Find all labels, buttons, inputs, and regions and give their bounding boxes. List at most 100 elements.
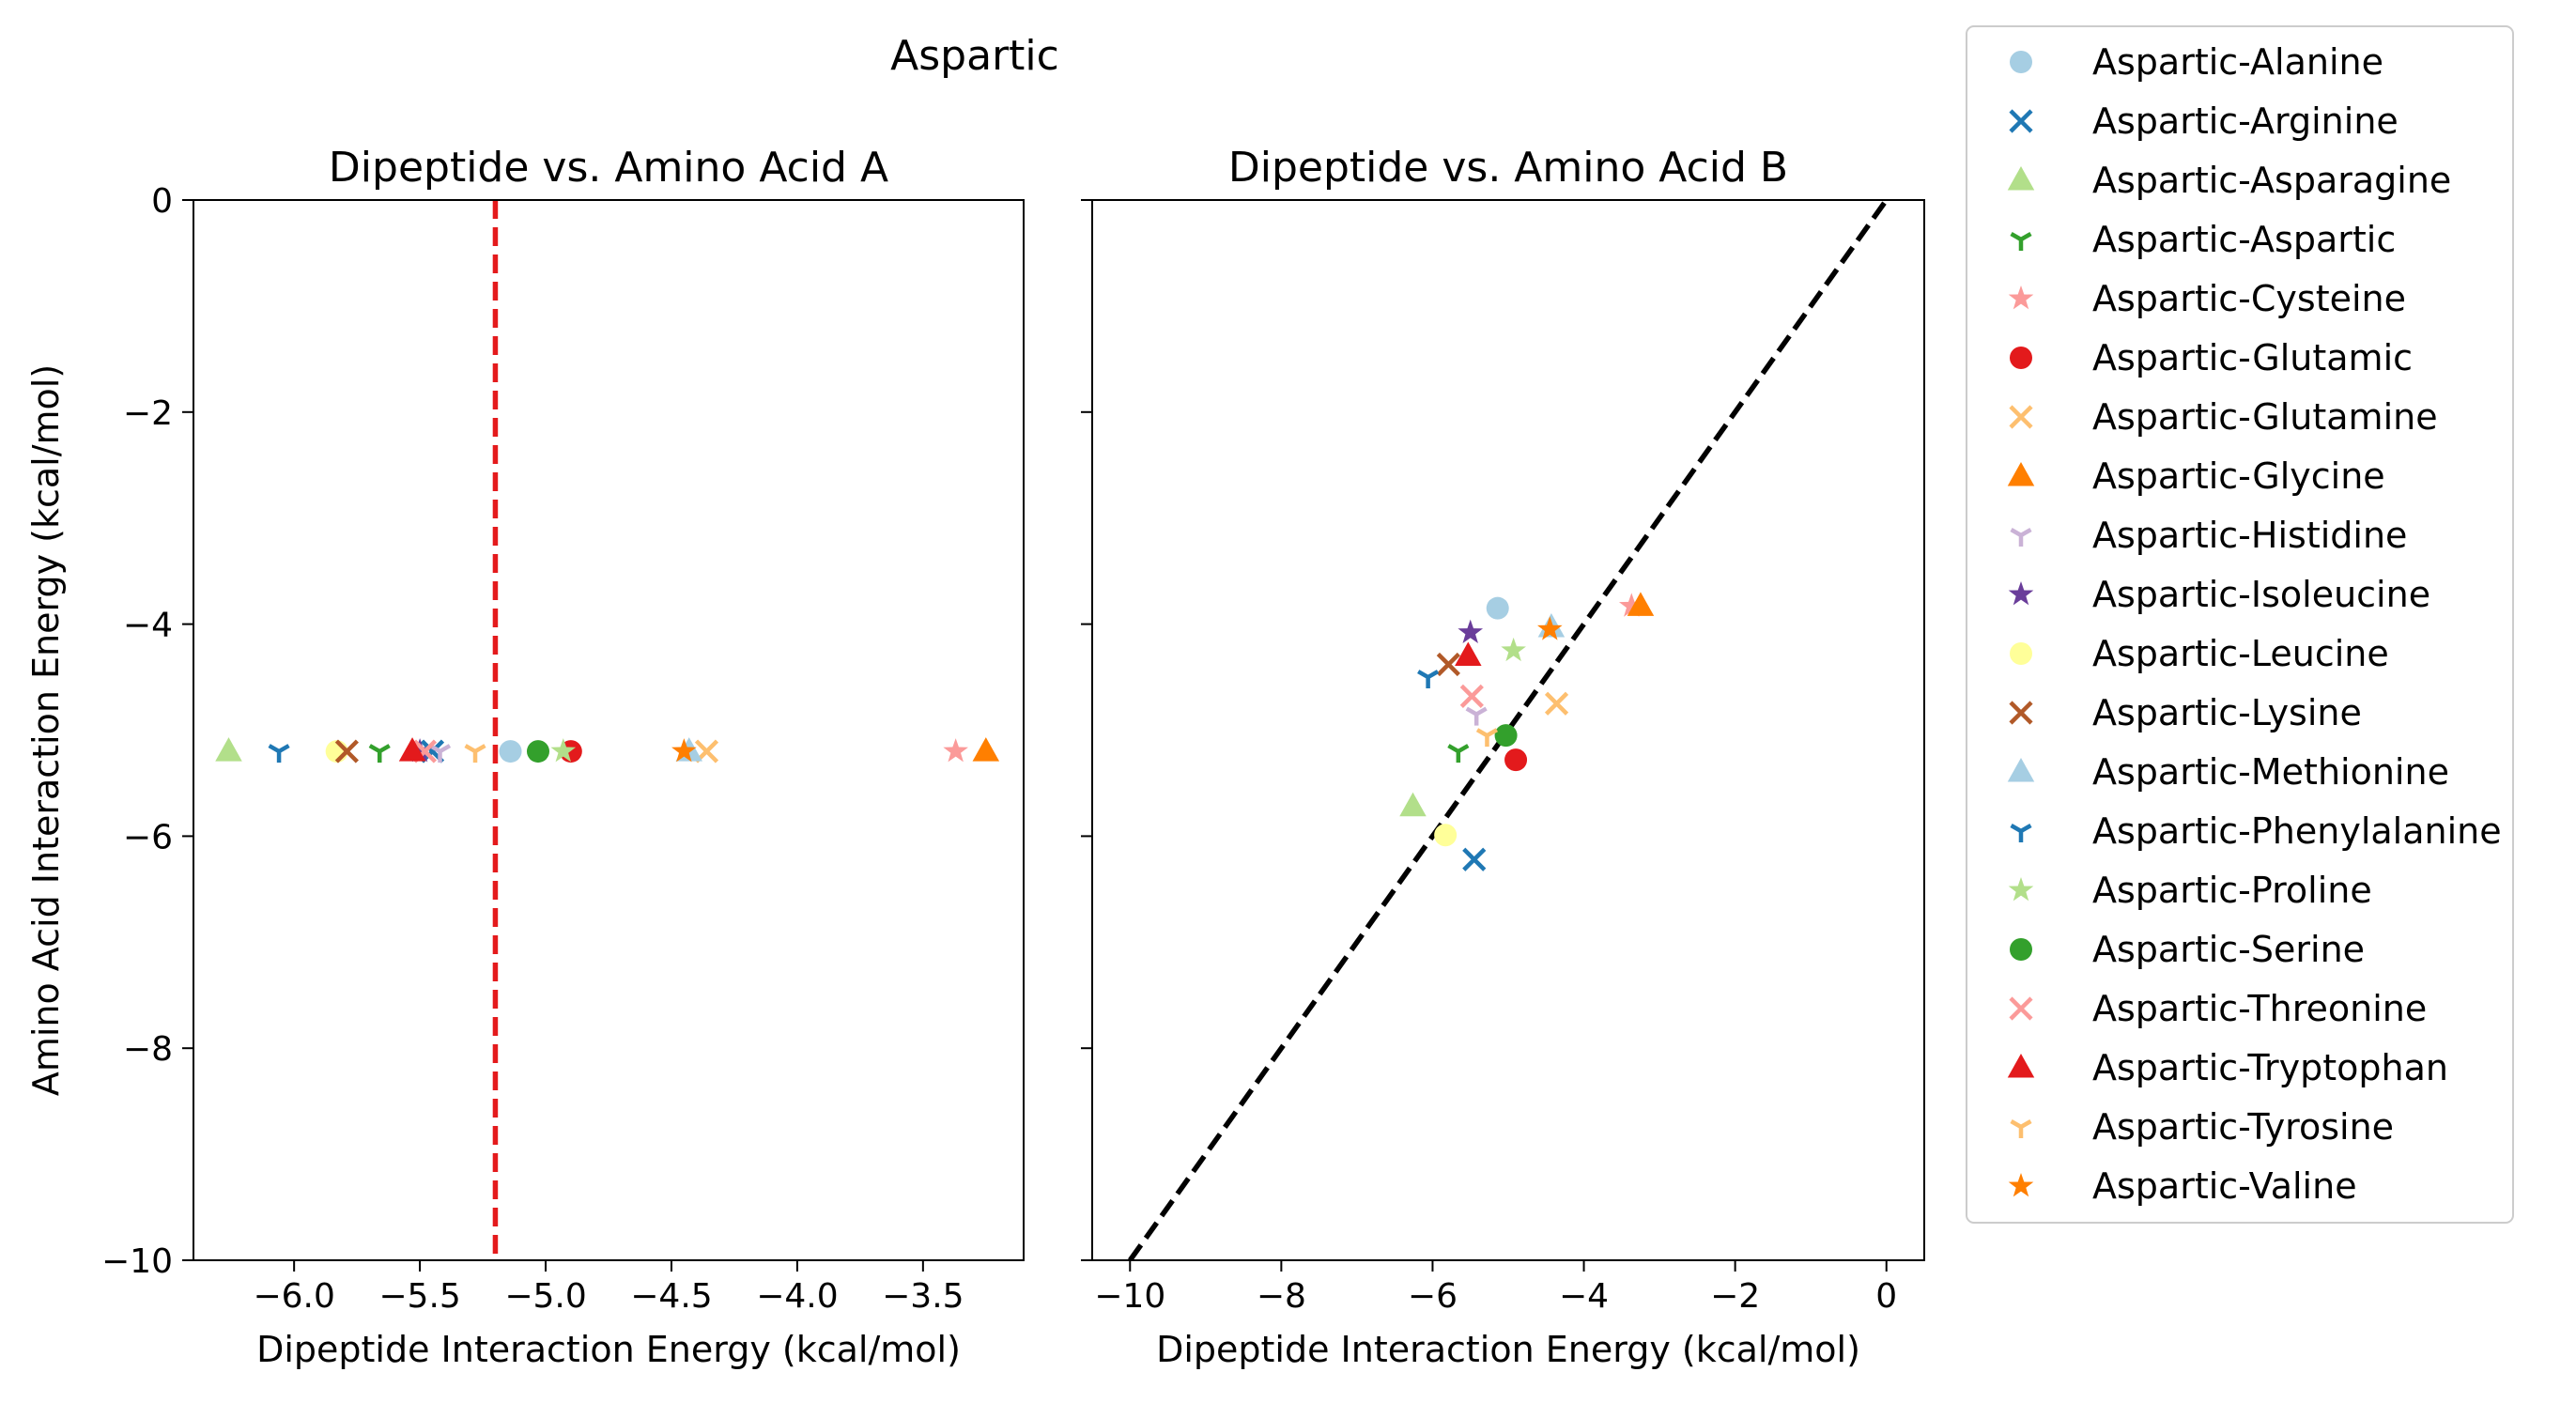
chart-panels: Dipeptide vs. Amino Acid A −6.0 −5.5 −5.0 −4…: [25, 144, 1925, 1370]
legend-marker: [2009, 109, 2033, 133]
x-axis-label: Dipeptide Interaction Energy (kcal/mol): [256, 1329, 961, 1370]
x-tick-label: −4.0: [756, 1277, 838, 1316]
legend-label: Aspartic-Glycine: [2092, 455, 2385, 497]
legend-marker: [2008, 581, 2034, 606]
legend-label: Aspartic-Glutamine: [2092, 396, 2438, 438]
data-point-aspartic-cysteine: [1618, 593, 1644, 617]
legend-marker: [2010, 528, 2032, 547]
legend-label: Aspartic-Isoleucine: [2092, 574, 2430, 615]
legend-entry-aspartic-cysteine: Aspartic-Cysteine: [2008, 278, 2406, 319]
data-points: [1399, 592, 1655, 871]
data-point-aspartic-aspartic: [368, 744, 391, 763]
data-point-aspartic-glycine: [1627, 592, 1655, 616]
data-point-aspartic-tryptophan: [398, 737, 426, 762]
y-axis-label: Amino Acid Interaction Energy (kcal/mol): [25, 364, 67, 1096]
data-point-aspartic-arginine: [1462, 847, 1487, 871]
legend-marker: [2010, 642, 2032, 665]
legend-marker: [2007, 166, 2035, 191]
data-point-aspartic-glycine: [972, 737, 1000, 762]
legend-label: Aspartic-Glutamic: [2092, 337, 2413, 378]
data-point-aspartic-valine: [1536, 616, 1563, 640]
legend-entry-aspartic-aspartic: Aspartic-Aspartic: [2010, 219, 2396, 260]
data-point-aspartic-serine: [1494, 724, 1518, 748]
legend-marker: [2010, 51, 2032, 73]
x-axis-label: Dipeptide Interaction Energy (kcal/mol): [1156, 1329, 1860, 1370]
legend-entry-aspartic-leucine: Aspartic-Leucine: [2010, 633, 2389, 674]
panel-title: Dipeptide vs. Amino Acid A: [329, 144, 888, 192]
legend-label: Aspartic-Serine: [2092, 929, 2365, 970]
legend-entry-aspartic-tyrosine: Aspartic-Tyrosine: [2010, 1106, 2394, 1148]
x-tick-label: −5.0: [504, 1277, 586, 1316]
legend-entry-aspartic-threonine: Aspartic-Threonine: [2009, 988, 2427, 1029]
legend-frame: [1966, 25, 2514, 1224]
legend-label: Aspartic-Proline: [2092, 870, 2372, 911]
legend-marker: [2009, 405, 2033, 429]
legend-label: Aspartic-Alanine: [2092, 41, 2383, 83]
x-tick-label: 0: [1875, 1277, 1897, 1316]
data-point-aspartic-isoleucine: [1458, 619, 1484, 643]
data-point-aspartic-asparagine: [215, 737, 242, 762]
data-point-aspartic-glutamic: [1504, 748, 1528, 772]
x-tick-label: −5.5: [378, 1277, 460, 1316]
legend-label: Aspartic-Cysteine: [2092, 278, 2406, 319]
legend-marker: [2010, 347, 2032, 369]
legend-label: Aspartic-Lysine: [2092, 692, 2362, 733]
data-point-aspartic-tryptophan: [1455, 641, 1482, 666]
legend-entry-aspartic-asparagine: Aspartic-Asparagine: [2007, 160, 2451, 201]
legend-entry-aspartic-phenylalanine: Aspartic-Phenylalanine: [2010, 810, 2502, 852]
data-point-aspartic-isoleucine: [407, 738, 433, 763]
data-point-aspartic-cysteine: [943, 738, 968, 763]
legend-marker: [2009, 996, 2033, 1021]
data-point-aspartic-aspartic: [1447, 744, 1470, 763]
legend-label: Aspartic-Methionine: [2092, 751, 2449, 793]
x-tick-label: −8: [1257, 1277, 1306, 1316]
data-point-aspartic-proline: [550, 738, 577, 763]
data-point-aspartic-phenylalanine: [268, 744, 290, 763]
x-tick-label: −6.0: [253, 1277, 334, 1316]
legend-entry-aspartic-methionine: Aspartic-Methionine: [2007, 751, 2449, 793]
figure-suptitle: Aspartic: [890, 32, 1059, 80]
plot-frame: [1091, 199, 1925, 1261]
data-point-aspartic-tyrosine: [1475, 728, 1499, 748]
legend-entry-aspartic-tryptophan: Aspartic-Tryptophan: [2007, 1047, 2448, 1088]
data-point-aspartic-serine: [526, 740, 549, 763]
legend-label: Aspartic-Histidine: [2092, 515, 2407, 556]
legend-marker: [2008, 1173, 2034, 1197]
scatter-panel-2: Dipeptide vs. Amino Acid B −10 −8 −6 −4 −2 0 Di…: [1081, 144, 1925, 1370]
y-tick-label: −6: [123, 818, 173, 856]
x-tick-label: −3.5: [882, 1277, 964, 1316]
plot-frame: [193, 199, 1025, 1261]
legend-label: Aspartic-Arginine: [2092, 100, 2399, 142]
legend-entry-aspartic-alanine: Aspartic-Alanine: [2010, 41, 2383, 83]
data-point-aspartic-leucine: [1434, 824, 1458, 847]
x-tick-label: −6: [1408, 1277, 1458, 1316]
data-point-aspartic-alanine: [1486, 596, 1509, 620]
legend-entry-aspartic-serine: Aspartic-Serine: [2010, 929, 2365, 970]
data-point-aspartic-phenylalanine: [1417, 670, 1440, 689]
x-tick-label: −10: [1094, 1277, 1165, 1316]
legend-entry-aspartic-lysine: Aspartic-Lysine: [2009, 692, 2362, 733]
data-point-aspartic-asparagine: [1399, 792, 1427, 817]
legend-marker: [2008, 877, 2034, 902]
legend-label: Aspartic-Aspartic: [2092, 219, 2396, 260]
y-tick-label: −4: [123, 607, 173, 645]
data-point-aspartic-valine: [671, 738, 697, 763]
data-point-aspartic-lysine: [1436, 652, 1460, 677]
data-point-aspartic-alanine: [499, 740, 522, 763]
y-tick-label: −2: [123, 394, 173, 433]
legend-label: Aspartic-Tyrosine: [2092, 1106, 2394, 1148]
scatter-panel-1: Dipeptide vs. Amino Acid A −6.0 −5.5 −5.0 −4…: [25, 144, 1025, 1370]
legend-label: Aspartic-Tryptophan: [2092, 1047, 2448, 1088]
legend-marker: [2007, 1054, 2035, 1078]
legend-entry-aspartic-proline: Aspartic-Proline: [2008, 870, 2372, 911]
legend-label: Aspartic-Valine: [2092, 1165, 2357, 1207]
x-tick-label: −4: [1559, 1277, 1609, 1316]
y-tick-label: −10: [101, 1242, 173, 1281]
legend-marker: [2008, 285, 2034, 310]
legend-marker: [2007, 758, 2035, 782]
legend-label: Aspartic-Phenylalanine: [2092, 810, 2502, 852]
legend-marker: [2007, 462, 2035, 486]
data-points: [215, 737, 1000, 763]
legend-label: Aspartic-Threonine: [2092, 988, 2427, 1029]
